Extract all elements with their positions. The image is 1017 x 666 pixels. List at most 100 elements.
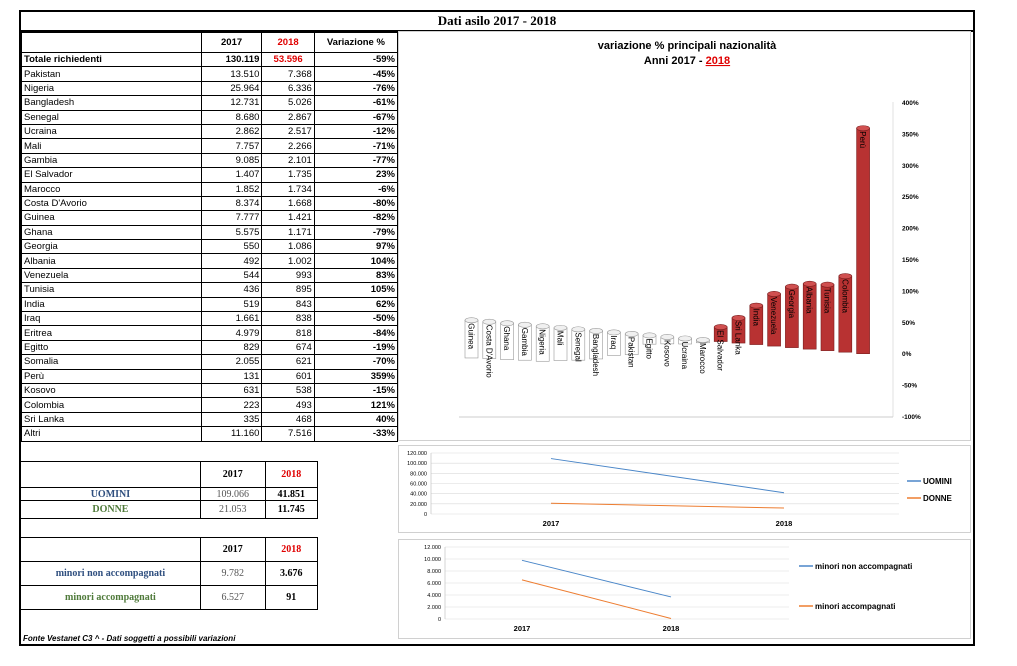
line-y-tick: 8.000 xyxy=(427,569,441,575)
line-x-tick: 2018 xyxy=(776,519,793,528)
value-2018-cell: 538 xyxy=(261,382,315,399)
table-row: Venezuela 544 993 83% xyxy=(21,267,399,284)
report-title: Dati asilo 2017 - 2018 xyxy=(21,12,973,32)
value-2017-cell: 5.575 xyxy=(200,224,263,241)
series-line-1 xyxy=(550,502,785,509)
line-y-tick: 0 xyxy=(438,617,441,623)
variation-cell: -67% xyxy=(313,109,399,125)
bar-top xyxy=(749,302,764,309)
table-row: Pakistan 13.510 7.368 -45% xyxy=(21,66,399,82)
total-row: Totale richiedenti 130.119 53.596 -59% xyxy=(21,51,399,68)
bar-top xyxy=(607,329,621,336)
donne-label: DONNE xyxy=(21,500,201,519)
gender-chart-svg: 120.000 100.000 80.000 60.000 40.000 20.000 0 2… xyxy=(407,451,952,528)
variation-cell: -33% xyxy=(313,426,399,442)
bar-8: Iraq xyxy=(607,329,621,356)
bar-6: Senegal xyxy=(571,326,586,362)
variation-cell: -82% xyxy=(313,210,399,226)
table-row: Sri Lanka 335 468 40% xyxy=(21,411,399,428)
legend-label: minori non accompagnati xyxy=(815,562,912,571)
table-row: Tunisia 436 895 105% xyxy=(21,282,399,298)
variation-cell: -84% xyxy=(313,325,399,341)
variation-chart-svg: variazione % principali nazionalità Anni… xyxy=(459,40,921,421)
bar-category-label: Guinea xyxy=(467,323,476,349)
bar-y-tick: 350% xyxy=(902,131,919,138)
value-2017-cell: 11.160 xyxy=(200,426,263,442)
table-row: Marocco 1.852 1.734 -6% xyxy=(21,181,399,197)
value-2017-cell: 131 xyxy=(200,368,263,384)
value-2017-cell: 8.680 xyxy=(200,109,263,125)
country-cell: Altri xyxy=(21,426,202,442)
bar-y-tick: 250% xyxy=(902,194,919,201)
minori-non-acc-2018: 3.676 xyxy=(264,561,319,586)
value-2017-cell: 335 xyxy=(200,411,263,428)
line-y-tick: 100.000 xyxy=(407,461,427,467)
variation-cell: -19% xyxy=(313,339,399,356)
variation-cell: 359% xyxy=(313,368,399,384)
variation-cell: -79% xyxy=(313,224,399,241)
total-2018: 53.596 xyxy=(261,51,315,68)
bar-top xyxy=(802,280,817,287)
value-2018-cell: 993 xyxy=(261,267,315,284)
country-cell: Mali xyxy=(21,138,202,154)
country-cell: Georgia xyxy=(21,239,202,255)
minors-chart: 12.000 10.000 8.000 6.000 4.000 2.000 0 2017 201… xyxy=(398,539,971,639)
value-2017-cell: 223 xyxy=(200,397,263,413)
bar-body xyxy=(856,127,870,354)
total-label: Totale richiedenti xyxy=(21,51,202,68)
bar-chart-subtitle-year: 2018 xyxy=(706,55,730,67)
variation-cell: -61% xyxy=(313,95,399,111)
bar-category-label: Pakistan xyxy=(627,337,636,368)
table-row: Georgia 550 1.086 97% xyxy=(21,239,399,255)
line-y-tick: 4.000 xyxy=(427,593,441,599)
variation-cell: -12% xyxy=(313,123,399,140)
country-cell: Eritrea xyxy=(21,325,202,341)
bar-12: Ucraina xyxy=(678,335,692,370)
value-2018-cell: 1.421 xyxy=(261,210,315,226)
bar-top xyxy=(696,337,710,343)
value-2018-cell: 2.517 xyxy=(261,123,315,140)
bar-category-label: Marocco xyxy=(698,343,707,374)
bar-category-label: El Salvador xyxy=(716,330,725,371)
value-2017-cell: 8.374 xyxy=(200,195,263,212)
value-2018-cell: 7.368 xyxy=(261,66,315,82)
bar-category-label: Ucraina xyxy=(680,341,689,369)
bar-category-label: Senegal xyxy=(573,332,582,362)
value-2018-cell: 2.266 xyxy=(261,138,315,154)
table-row: Iraq 1.661 838 -50% xyxy=(21,311,399,327)
bar-category-label: Kosovo xyxy=(662,340,671,367)
country-cell: Somalia xyxy=(21,354,202,370)
value-2018-cell: 1.171 xyxy=(261,224,315,241)
line-x-tick: 2018 xyxy=(663,624,680,633)
bar-22: Perù xyxy=(856,125,870,354)
value-2017-cell: 2.055 xyxy=(200,354,263,370)
bar-11: Kosovo xyxy=(660,334,675,367)
bar-top xyxy=(785,283,799,290)
bar-category-label: Bangladesh xyxy=(591,334,600,376)
uomini-2017: 109.066 xyxy=(199,487,266,501)
country-cell: Tunisia xyxy=(21,282,202,298)
bar-category-label: Venezuela xyxy=(769,297,778,335)
bar-top xyxy=(500,320,514,327)
country-cell: Egitto xyxy=(21,339,202,356)
series-line-0 xyxy=(521,559,672,598)
bar-y-tick: 200% xyxy=(902,226,919,233)
uomini-label: UOMINI xyxy=(21,487,201,501)
minori-non-acc-2017: 9.782 xyxy=(199,561,266,586)
legend-label: UOMINI xyxy=(923,477,952,486)
nationality-table: 2017 2018 Variazione % Totale richiedent… xyxy=(21,32,399,442)
value-2017-cell: 13.510 xyxy=(200,66,263,82)
bar-top xyxy=(464,317,479,324)
country-cell: Marocco xyxy=(21,181,202,197)
value-2018-cell: 1.002 xyxy=(261,253,315,269)
country-cell: Albania xyxy=(21,253,202,269)
bar-21: Colombia xyxy=(838,273,853,353)
bar-category-label: Colombia xyxy=(840,279,849,313)
table-row: India 519 843 62% xyxy=(21,296,399,313)
value-2017-cell: 550 xyxy=(200,239,263,255)
country-cell: Ghana xyxy=(21,224,202,241)
value-2018-cell: 843 xyxy=(261,296,315,313)
bar-top xyxy=(624,331,639,337)
minori-acc-2017: 6.527 xyxy=(199,585,266,610)
report-frame: Dati asilo 2017 - 2018 2017 2018 Variazi… xyxy=(19,10,975,646)
